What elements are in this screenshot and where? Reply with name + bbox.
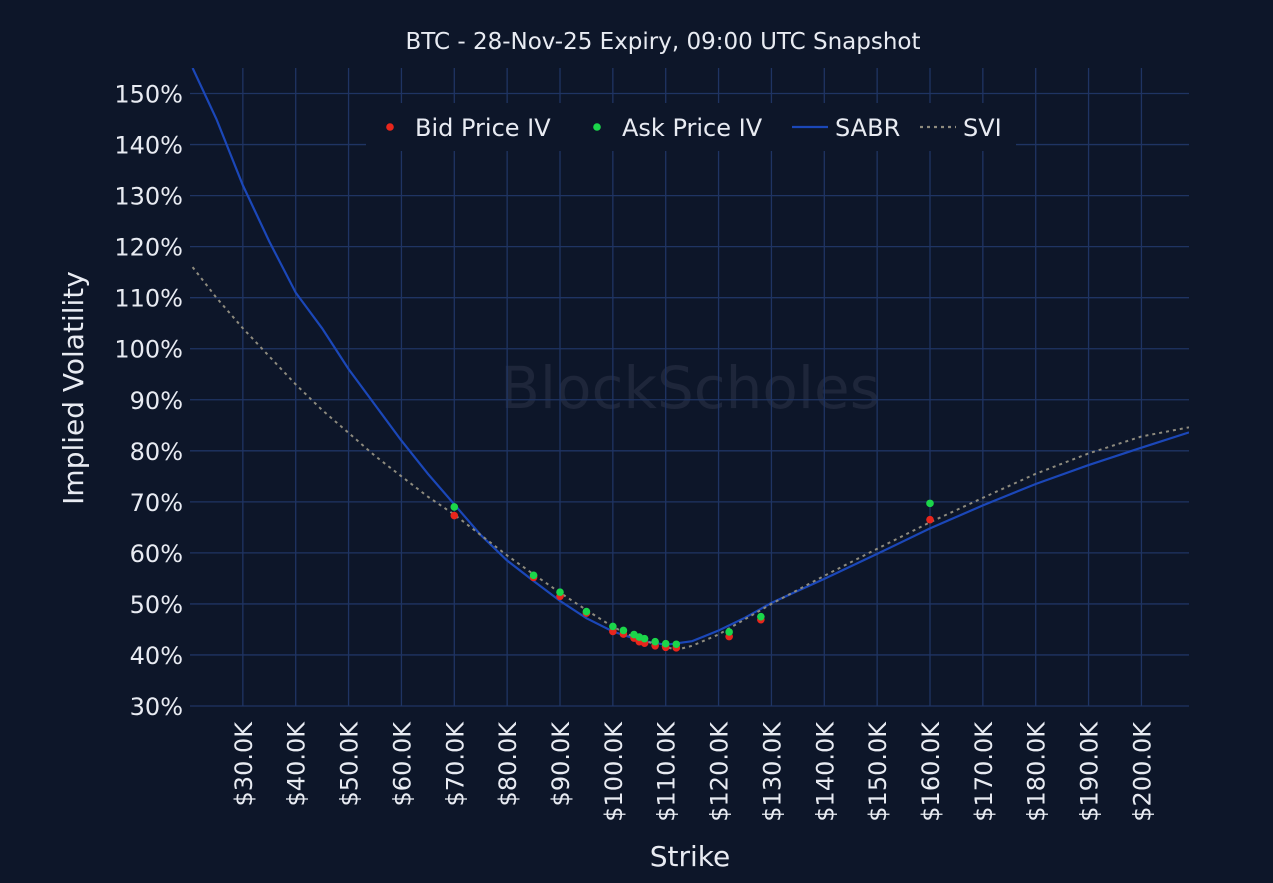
y-tick-label: 80% — [130, 438, 183, 466]
x-tick-label: $50.0K — [336, 721, 364, 807]
legend-label-svi: SVI — [963, 114, 1002, 142]
points — [450, 499, 934, 652]
y-tick-label: 150% — [114, 81, 183, 109]
y-tick-label: 90% — [130, 387, 183, 415]
x-tick-label: $120.0K — [706, 721, 734, 822]
series-line-sabr — [191, 68, 1189, 646]
y-tick-label: 120% — [114, 234, 183, 262]
legend-box — [366, 103, 1016, 151]
legend: Bid Price IV Ask Price IV SABR SVI — [366, 103, 1016, 151]
x-tick-label: $80.0K — [494, 721, 522, 807]
x-tick-label: $200.0K — [1128, 721, 1156, 822]
x-tick-label: $190.0K — [1076, 721, 1104, 822]
x-tick-label: $90.0K — [547, 721, 575, 807]
x-tick-label: $180.0K — [1023, 721, 1051, 822]
y-tick-label: 40% — [130, 642, 183, 670]
legend-label-sabr: SABR — [835, 114, 900, 142]
point-ask-price-iv — [672, 640, 681, 649]
x-tick-label: $40.0K — [283, 721, 311, 807]
y-tick-label: 140% — [114, 132, 183, 160]
curves — [191, 68, 1189, 651]
x-tick-label: $130.0K — [758, 721, 786, 822]
point-ask-price-iv — [757, 612, 765, 621]
series-line-svi — [191, 266, 1189, 651]
point-ask-price-iv — [529, 571, 538, 580]
x-tick-label: $160.0K — [917, 721, 945, 822]
point-ask-price-iv — [609, 622, 617, 631]
x-tick-label: $170.0K — [970, 721, 998, 822]
y-tick-label: 70% — [130, 489, 183, 517]
x-tick-label: $70.0K — [441, 721, 469, 807]
y-tick-label: 30% — [130, 693, 183, 721]
blockscholes-watermark: BlockScholes — [500, 354, 880, 422]
point-ask-price-iv — [450, 503, 459, 511]
x-tick-label: $100.0K — [600, 721, 628, 822]
point-ask-price-iv — [661, 639, 670, 648]
y-axis-label: Implied Volatility — [57, 271, 90, 505]
x-tick-label: $30.0K — [230, 721, 258, 807]
legend-marker-ask-price-iv — [593, 123, 601, 131]
legend-label-bid-price-iv: Bid Price IV — [415, 114, 551, 142]
x-tick-label: $60.0K — [388, 721, 416, 807]
point-ask-price-iv — [926, 499, 934, 508]
point-ask-price-iv — [651, 637, 659, 646]
y-tick-label: 60% — [130, 540, 183, 568]
y-tick-label: 50% — [130, 591, 183, 619]
chart-title: BTC - 28-Nov-25 Expiry, 09:00 UTC Snapsh… — [405, 29, 920, 55]
y-tick-label: 110% — [114, 285, 183, 313]
point-bid-price-iv — [926, 515, 934, 524]
y-axis-ticks: 30% 40% 50% 60% 70% 80% 90% 100% 110% 120% 130% 140… — [114, 81, 183, 721]
point-ask-price-iv — [556, 588, 564, 596]
y-tick-label: 100% — [114, 336, 183, 364]
legend-label-ask-price-iv: Ask Price IV — [622, 114, 763, 142]
point-ask-price-iv — [619, 626, 628, 635]
x-tick-label: $140.0K — [811, 721, 839, 822]
point-ask-price-iv — [725, 628, 733, 636]
point-ask-price-iv — [582, 607, 591, 616]
grid — [190, 68, 1189, 707]
x-tick-label: $110.0K — [653, 721, 681, 822]
y-tick-label: 130% — [114, 183, 183, 211]
x-axis-label: Strike — [650, 840, 731, 873]
point-ask-price-iv — [640, 634, 649, 643]
x-axis-ticks: $30.0K $40.0K $50.0K $60.0K $70.0K $80.0K $90.… — [230, 721, 1157, 822]
legend-marker-bid-price-iv — [386, 123, 394, 131]
point-bid-price-iv — [450, 511, 459, 520]
x-tick-label: $150.0K — [864, 721, 892, 822]
